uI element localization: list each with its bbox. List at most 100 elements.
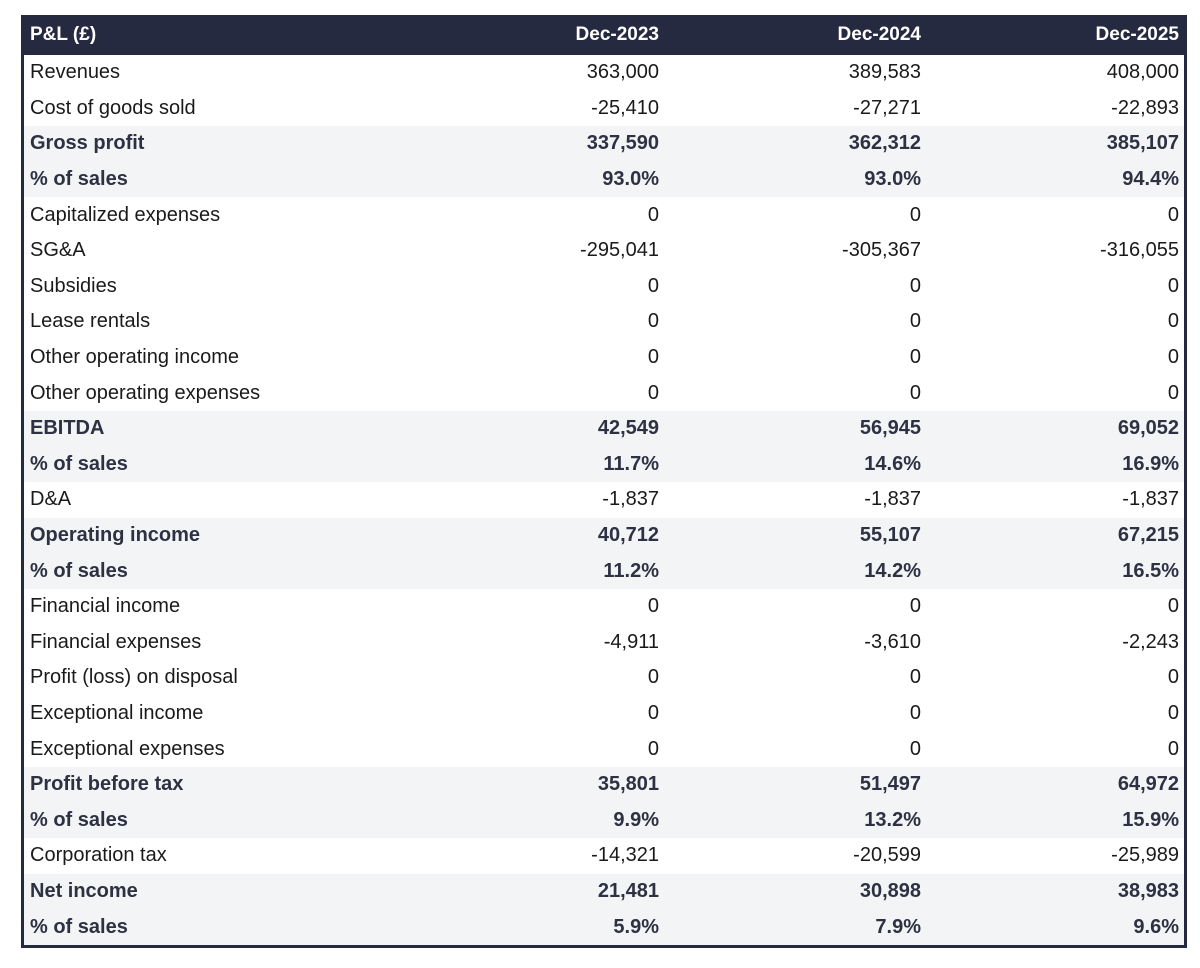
row-value: 40,712	[597, 524, 659, 547]
row-value: -20,599	[853, 844, 921, 867]
row-label: % of sales	[30, 559, 128, 582]
row-value: 14.6%	[864, 452, 921, 475]
row-label: Operating income	[30, 524, 201, 547]
table-row: % of sales 11.2% 14.2% 16.5%	[24, 553, 1184, 589]
row-label: Other operating expenses	[30, 381, 261, 404]
row-label: Subsidies	[30, 274, 117, 297]
row-value: 408,000	[1106, 61, 1179, 84]
row-value: 38,983	[1117, 879, 1179, 902]
row-label: Financial expenses	[30, 630, 202, 653]
row-label: Profit before tax	[30, 773, 184, 796]
row-value: 30,898	[859, 879, 921, 902]
row-value: 0	[1167, 666, 1179, 689]
table-row: Exceptional expenses 0 0 0	[24, 731, 1184, 767]
row-value: 0	[647, 666, 659, 689]
row-value: -3,610	[864, 630, 921, 653]
row-value: 0	[1167, 595, 1179, 618]
row-value: 9.6%	[1133, 915, 1179, 938]
row-value: 0	[909, 381, 921, 404]
pnl-table: P&L (£) Dec-2023 Dec-2024 Dec-2025 Reven…	[21, 15, 1187, 948]
row-label: Exceptional expenses	[30, 737, 225, 760]
row-value: 51,497	[859, 773, 921, 796]
row-label: Other operating income	[30, 346, 240, 369]
row-value: 93.0%	[864, 168, 921, 191]
table-row: EBITDA 42,549 56,945 69,052	[24, 410, 1184, 447]
row-value: 69,052	[1117, 417, 1179, 440]
table-row: Profit (loss) on disposal 0 0 0	[24, 660, 1184, 696]
row-label: Net income	[30, 879, 138, 902]
row-value: 56,945	[859, 417, 921, 440]
row-value: 0	[1167, 701, 1179, 724]
row-value: 11.7%	[603, 452, 659, 475]
table-row: % of sales 93.0% 93.0% 94.4%	[24, 161, 1184, 198]
row-value: 0	[1167, 346, 1179, 369]
table-row: SG&A -295,041 -305,367 -316,055	[24, 233, 1184, 269]
row-value: -1,837	[1122, 488, 1179, 511]
row-value: 0	[647, 701, 659, 724]
row-value: -305,367	[842, 239, 921, 262]
table-row: Profit before tax 35,801 51,497 64,972	[24, 766, 1184, 803]
header-dec-2024: Dec-2024	[837, 24, 921, 45]
header-label: P&L (£)	[30, 24, 97, 45]
row-value: 16.9%	[1122, 452, 1179, 475]
row-value: 0	[909, 595, 921, 618]
row-value: 0	[909, 203, 921, 226]
table-row: Subsidies 0 0 0	[24, 269, 1184, 305]
row-label: Cost of goods sold	[30, 96, 196, 119]
row-value: 0	[647, 203, 659, 226]
row-value: 0	[909, 310, 921, 333]
row-value: 94.4%	[1122, 168, 1179, 191]
row-label: Gross profit	[30, 132, 145, 155]
row-value: 13.2%	[864, 808, 921, 831]
table-row: Capitalized expenses 0 0 0	[24, 197, 1184, 233]
row-value: -316,055	[1100, 239, 1179, 262]
row-value: 0	[1167, 310, 1179, 333]
row-value: -14,321	[591, 844, 659, 867]
table-row: Lease rentals 0 0 0	[24, 304, 1184, 340]
row-value: 0	[647, 310, 659, 333]
table-header: P&L (£) Dec-2023 Dec-2024 Dec-2025	[24, 15, 1184, 55]
row-label: Financial income	[30, 595, 181, 618]
row-value: -295,041	[580, 239, 659, 262]
row-value: 11.2%	[603, 559, 659, 582]
row-value: 0	[647, 274, 659, 297]
row-value: 14.2%	[864, 559, 921, 582]
table-row: Other operating income 0 0 0	[24, 340, 1184, 376]
table-row: Financial income 0 0 0	[24, 589, 1184, 625]
row-label: % of sales	[30, 452, 128, 475]
table-row: Exceptional income 0 0 0	[24, 696, 1184, 732]
row-value: 337,590	[586, 132, 659, 155]
row-value: -1,837	[602, 488, 659, 511]
table-row: Other operating expenses 0 0 0	[24, 375, 1184, 411]
row-value: 0	[909, 274, 921, 297]
row-value: 0	[909, 701, 921, 724]
row-value: 21,481	[597, 879, 659, 902]
row-value: 0	[647, 737, 659, 760]
row-value: 93.0%	[602, 168, 659, 191]
table-row: Net income 21,481 30,898 38,983	[24, 873, 1184, 910]
row-value: 0	[647, 595, 659, 618]
table-body: Revenues 363,000 389,583 408,000 Cost of goo…	[24, 55, 1184, 945]
row-value: 0	[909, 346, 921, 369]
row-value: 7.9%	[875, 915, 921, 938]
row-value: 55,107	[859, 524, 921, 547]
row-label: Revenues	[30, 61, 121, 84]
table-row: Gross profit 337,590 362,312 385,107	[24, 126, 1184, 162]
row-label: Lease rentals	[30, 310, 151, 333]
table-row: Operating income 40,712 55,107 67,215	[24, 517, 1184, 554]
row-value: 363,000	[586, 61, 659, 84]
row-label: Capitalized expenses	[30, 203, 221, 226]
table-row: Corporation tax -14,321 -20,599 -25,989	[24, 838, 1184, 874]
row-value: -25,410	[591, 96, 659, 119]
header-dec-2025: Dec-2025	[1095, 24, 1179, 45]
row-value: 385,107	[1106, 132, 1179, 155]
row-value: -25,989	[1111, 844, 1179, 867]
row-value: 16.5%	[1122, 559, 1179, 582]
row-value: 0	[647, 346, 659, 369]
row-value: 67,215	[1117, 524, 1179, 547]
header-dec-2023: Dec-2023	[575, 24, 659, 45]
row-value: -2,243	[1122, 630, 1179, 653]
row-value: 35,801	[597, 773, 659, 796]
row-value: 0	[1167, 274, 1179, 297]
row-value: 0	[909, 737, 921, 760]
